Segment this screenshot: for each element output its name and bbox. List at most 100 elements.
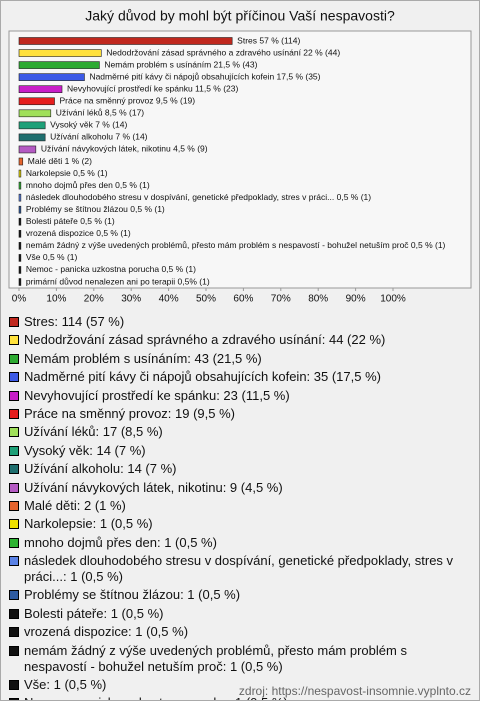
legend-label: Problémy se štítnou žlázou: 1 (0,5 %) (24, 587, 241, 603)
bar (18, 37, 233, 45)
x-tick-label: 40% (159, 294, 179, 305)
bar (18, 85, 63, 93)
x-tick-label: 50% (196, 294, 216, 305)
legend: Stres: 114 (57 %) Nedodržování zásad sprá… (9, 314, 469, 700)
bar-label: Vše 0,5 % (1) (26, 252, 78, 262)
bar-label: Práce na směnný provoz 9,5 % (19) (60, 96, 196, 106)
legend-label: Užívání alkoholu: 14 (7 %) (24, 461, 177, 477)
chart-title: Jaký důvod by mohl být příčinou Vaší nes… (85, 8, 395, 24)
legend-item: Malé děti: 2 (1 %) (9, 498, 469, 514)
bar (18, 121, 46, 130)
bar-label: Nedodržování zásad správného a zdravého … (106, 47, 340, 57)
legend-item: Práce na směnný provoz: 19 (9,5 %) (9, 406, 469, 422)
legend-swatch (9, 408, 19, 419)
legend-swatch (9, 698, 19, 700)
bar (18, 157, 24, 166)
plot-frame (8, 30, 472, 289)
legend-label: nemám žádný z výše uvedených problémů, p… (24, 642, 407, 674)
legend-label: Malé děti: 2 (1 %) (24, 497, 126, 513)
legend-swatch (9, 390, 19, 401)
bar (18, 230, 22, 238)
legend-label: Vysoký věk: 14 (7 %) (24, 442, 146, 458)
legend-label: Stres: 114 (57 %) (24, 314, 125, 329)
legend-swatch (9, 427, 19, 438)
legend-swatch (9, 335, 19, 346)
legend-item: Narkolepsie: 1 (0,5 %) (9, 516, 469, 532)
legend-swatch (9, 464, 19, 475)
legend-item: Užívání léků: 17 (8,5 %) (9, 424, 469, 440)
bar-label: vrozená dispozice 0,5 % (1) (26, 228, 131, 238)
bar (18, 73, 85, 81)
legend-label: vrozená dispozice: 1 (0,5 %) (24, 624, 189, 640)
bar (18, 217, 22, 226)
bar-label: Užívání léků 8,5 % (17) (56, 108, 145, 118)
legend-swatch (9, 627, 19, 638)
legend-item: následek dlouhodobého stresu v dospívání… (9, 553, 469, 585)
bar-label: následek dlouhodobého stresu v dospívání… (26, 192, 371, 202)
legend-label: mnoho dojmů přes den: 1 (0,5 %) (24, 534, 217, 550)
legend-label: Práce na směnný provoz: 19 (9,5 %) (24, 405, 235, 421)
bar (18, 133, 46, 142)
legend-label: Užívání léků: 17 (8,5 %) (24, 424, 163, 440)
legend-item: mnoho dojmů přes den: 1 (0,5 %) (9, 535, 469, 551)
legend-item: nemám žádný z výše uvedených problémů, p… (9, 643, 469, 675)
legend-label: Bolesti páteře: 1 (0,5 %) (24, 605, 164, 621)
bar-label: Malé děti 1 % (2) (28, 156, 92, 166)
x-tick-label: 90% (346, 294, 366, 305)
legend-swatch (9, 482, 19, 493)
bar-label: Narkolepsie 0,5 % (1) (26, 168, 108, 178)
legend-swatch (9, 537, 19, 548)
bar-label: Nadměrné pití kávy či nápojů obsahujícíc… (89, 71, 320, 81)
legend-item: Stres: 114 (57 %) (9, 314, 469, 330)
bar (18, 205, 22, 214)
legend-swatch (9, 590, 19, 601)
legend-label: Nemoc - panicka uzkostna porucha: 1 (0,5… (24, 695, 288, 700)
bar-label: Stres 57 % (114) (237, 35, 300, 45)
legend-label: Nevyhovující prostředí ke spánku: 23 (11… (24, 387, 290, 403)
bar-label: primární důvod nenalezen ani po terapii … (26, 276, 210, 286)
bar (18, 145, 37, 154)
legend-label: Narkolepsie: 1 (0,5 %) (24, 516, 153, 532)
bar (18, 181, 22, 190)
legend-item: Nedodržování zásad správného a zdravého … (9, 332, 469, 348)
bar (18, 97, 55, 106)
bar-label: Nemám problém s usínáním 21,5 % (43) (104, 59, 257, 69)
bar (18, 193, 22, 202)
legend-item: Vše: 1 (0,5 %) (9, 677, 469, 693)
legend-swatch (9, 645, 19, 656)
bar-label: nemám žádný z výše uvedených problémů, p… (26, 240, 446, 250)
bar-label: Nemoc - panicka uzkostna porucha 0,5 % (… (26, 264, 196, 274)
chart: Jaký důvod by mohl být příčinou Vaší nes… (8, 8, 472, 305)
legend-label: Užívání návykových látek, nikotinu: 9 (4… (24, 479, 283, 495)
bar (18, 49, 102, 57)
legend-item: vrozená dispozice: 1 (0,5 %) (9, 624, 469, 640)
legend-label: Vše: 1 (0,5 %) (24, 677, 107, 693)
x-tick-label: 70% (271, 294, 291, 305)
bar (18, 109, 52, 118)
bar-label: Užívání návykových látek, nikotinu 4,5 %… (41, 144, 208, 154)
legend-swatch (9, 317, 19, 327)
legend-swatch (9, 372, 19, 383)
bar-label: Bolesti páteře 0,5 % (1) (26, 216, 115, 226)
bar-label: Užívání alkoholu 7 % (14) (50, 132, 147, 142)
legend-label: Nadměrné pití kávy či nápojů obsahujícíc… (24, 369, 381, 385)
legend-swatch (9, 519, 19, 530)
x-tick-label: 60% (233, 294, 253, 305)
bar (18, 254, 22, 262)
x-tick-label: 100% (380, 294, 406, 305)
legend-label: následek dlouhodobého stresu v dospívání… (24, 553, 454, 585)
bar (18, 169, 22, 178)
bar-label: Nevyhovující prostředí ke spánku 11,5 % … (67, 83, 239, 93)
legend-item: Nadměrné pití kávy či nápojů obsahujícíc… (9, 369, 469, 385)
legend-swatch (9, 353, 19, 364)
bar (18, 266, 22, 274)
legend-label: Nedodržování zásad správného a zdravého … (24, 332, 386, 348)
bar-label: mnoho dojmů přes den 0,5 % (1) (26, 180, 150, 190)
bar (18, 242, 22, 250)
x-tick-label: 20% (84, 294, 104, 305)
x-tick-label: 10% (46, 294, 66, 305)
legend-swatch (9, 608, 19, 619)
bar (18, 278, 22, 286)
legend-swatch (9, 445, 19, 456)
